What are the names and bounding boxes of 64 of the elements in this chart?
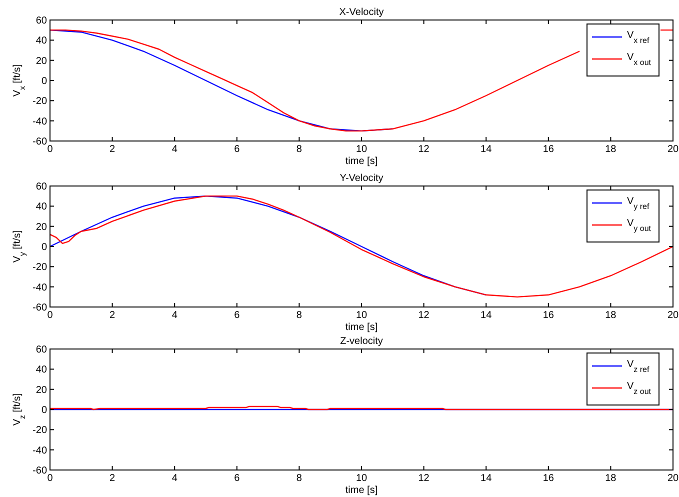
legend-label: V$_{y ref}$ xyxy=(627,196,650,210)
legend-label: V$_{z ref}$ xyxy=(627,359,650,374)
y-tick-label: 0 xyxy=(41,242,48,253)
y-tick-label: -40 xyxy=(32,282,48,294)
x-tick-label: 20 xyxy=(667,144,679,155)
legend-label: V$_{y out}$ xyxy=(627,218,652,232)
legend-label: V$_{z out}$ xyxy=(627,381,652,396)
x-tick-label: 2 xyxy=(110,473,116,484)
x-tick-label: 8 xyxy=(296,473,302,484)
x-tick-label: 8 xyxy=(296,144,302,155)
y-tick-label: 20 xyxy=(36,384,48,396)
line-series xyxy=(50,195,673,298)
x-tick-label: 18 xyxy=(605,473,617,484)
x-tick-label: 10 xyxy=(356,473,368,484)
x-tick-label: 2 xyxy=(110,144,116,155)
y-tick-label: 20 xyxy=(36,56,48,67)
x-tick-label: 2 xyxy=(110,310,116,321)
x-tick-label: 14 xyxy=(480,473,492,484)
y-tick-label: -60 xyxy=(32,466,48,476)
y-tick-label: -20 xyxy=(32,425,48,436)
y-tick-label: -20 xyxy=(32,96,48,108)
y-tick-label: 40 xyxy=(36,36,48,47)
y-tick-label: -40 xyxy=(32,116,48,128)
x-tick-label: 18 xyxy=(605,310,617,321)
chart-title: Y-Velocity xyxy=(340,173,384,184)
y-tick-label: 40 xyxy=(36,202,48,213)
y-tick-label: 60 xyxy=(36,344,48,356)
y-tick-label: 0 xyxy=(41,76,48,87)
x-axis-title: time [s] xyxy=(345,322,378,333)
x-tick-label: 8 xyxy=(296,310,302,321)
y-tick-label: -60 xyxy=(32,136,48,148)
x-axis-title: time [s] xyxy=(345,485,378,496)
x-tick-label: 16 xyxy=(542,144,554,155)
x-tick-label: 10 xyxy=(356,144,368,155)
x-tick-label: 10 xyxy=(356,310,368,321)
y-tick-label: 40 xyxy=(36,364,48,376)
x-tick-label: 20 xyxy=(667,473,679,484)
legend-label: V$_{x ref}$ xyxy=(627,30,650,44)
x-tick-label: 16 xyxy=(542,473,554,484)
chart-title: X-Velocity xyxy=(339,7,384,18)
chart-title: Z-velocity xyxy=(340,336,383,347)
y-tick-label: -60 xyxy=(32,302,48,314)
x-tick-label: 12 xyxy=(418,473,430,484)
y-tick-label: 60 xyxy=(36,16,48,26)
y-tick-label: 0 xyxy=(41,405,48,416)
x-tick-label: 6 xyxy=(234,144,240,155)
x-tick-label: 12 xyxy=(418,144,430,155)
x-tick-label: 14 xyxy=(480,144,492,155)
x-tick-label: 16 xyxy=(542,310,554,321)
y-tick-label: 60 xyxy=(36,182,48,192)
y-tick-label: -40 xyxy=(32,445,48,456)
x-tick-label: 20 xyxy=(667,310,679,321)
x-tick-label: 4 xyxy=(172,144,178,155)
y-tick-label: -20 xyxy=(32,262,48,274)
y-tick-label: 20 xyxy=(36,222,48,233)
x-tick-label: 4 xyxy=(172,473,178,484)
x-tick-label: 6 xyxy=(234,473,240,484)
x-tick-label: 4 xyxy=(172,310,178,321)
x-axis-title: time [s] xyxy=(345,156,378,167)
x-tick-label: 14 xyxy=(480,310,492,321)
x-tick-label: 12 xyxy=(418,310,430,321)
legend-label: V$_{x out}$ xyxy=(627,52,652,66)
x-tick-label: 6 xyxy=(234,310,240,321)
x-tick-label: 18 xyxy=(605,144,617,155)
